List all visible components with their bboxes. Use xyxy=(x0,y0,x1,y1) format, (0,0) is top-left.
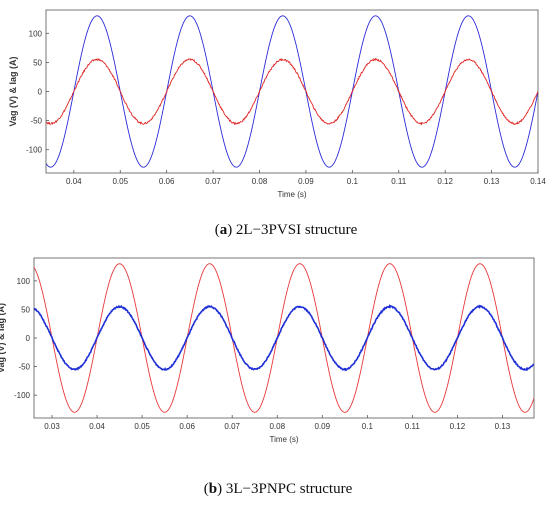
x-tick-label: 0.12 xyxy=(437,177,453,186)
x-tick-label: 0.06 xyxy=(159,177,175,186)
y-axis-label: Vag (V) & Iag (A) xyxy=(8,56,18,126)
x-tick-label: 0.1 xyxy=(347,177,359,186)
series-line-1 xyxy=(34,303,534,372)
x-tick-label: 0.08 xyxy=(252,177,268,186)
caption-text: ) 2L−3PVSI structure xyxy=(227,222,357,238)
x-tick-label: 0.11 xyxy=(405,422,421,431)
chart-b: 0.03 0.04 0.05 0.06 0.07 0.08 0.09 0.1 0.11 0.12 0… xyxy=(0,257,535,497)
series-line-0 xyxy=(34,263,534,413)
caption-text: ) 3L−3PNPC structure xyxy=(217,481,352,497)
x-tick-label: 0.06 xyxy=(179,422,195,431)
x-tick-label: 0.07 xyxy=(224,422,240,431)
y-axis-label: Vag (V) & Iag (A) xyxy=(0,303,6,373)
x-tick-label: 0.13 xyxy=(495,422,511,431)
y-tick-label: 0 xyxy=(38,88,43,97)
chart-a: 0.04 0.05 0.06 0.07 0.08 0.09 0.1 0.11 0.12 0.13 0… xyxy=(8,9,546,238)
x-tick-label: 0.12 xyxy=(450,422,466,431)
caption-letter: b xyxy=(209,481,217,497)
x-tick-label: 0.14 xyxy=(530,177,546,186)
x-tick-label: 0.08 xyxy=(269,422,285,431)
y-tick-label: 100 xyxy=(29,29,43,38)
x-tick-label: 0.07 xyxy=(205,177,221,186)
x-axis-label: Time (s) xyxy=(277,190,306,199)
x-tick-label: 0.03 xyxy=(44,422,60,431)
x-tick-label: 0.05 xyxy=(134,422,150,431)
figure-caption: (b) 3L−3PNPC structure xyxy=(204,481,353,497)
y-tick-label: 50 xyxy=(33,58,42,67)
x-tick-label: 0.09 xyxy=(314,422,330,431)
x-tick-label: 0.11 xyxy=(391,177,407,186)
x-axis-label: Time (s) xyxy=(269,435,298,444)
y-tick-label: 50 xyxy=(21,305,30,314)
y-tick-label: -100 xyxy=(26,146,43,155)
figure-caption: (a) 2L−3PVSI structure xyxy=(215,222,358,238)
x-tick-label: 0.09 xyxy=(298,177,314,186)
y-tick-label: -50 xyxy=(18,363,30,372)
y-tick-label: 100 xyxy=(17,277,31,286)
y-tick-label: -50 xyxy=(30,117,42,126)
x-tick-label: 0.05 xyxy=(112,177,128,186)
caption-prefix: ( xyxy=(204,481,209,497)
x-tick-label: 0.04 xyxy=(66,177,82,186)
x-tick-label: 0.1 xyxy=(362,422,374,431)
x-tick-label: 0.13 xyxy=(484,177,500,186)
series-line-1 xyxy=(46,57,538,126)
series-line-0 xyxy=(46,15,538,168)
caption-prefix: ( xyxy=(215,222,220,238)
caption-letter: a xyxy=(220,222,228,238)
y-tick-label: 0 xyxy=(26,334,31,343)
x-tick-label: 0.04 xyxy=(89,422,105,431)
y-tick-label: -100 xyxy=(14,391,31,400)
